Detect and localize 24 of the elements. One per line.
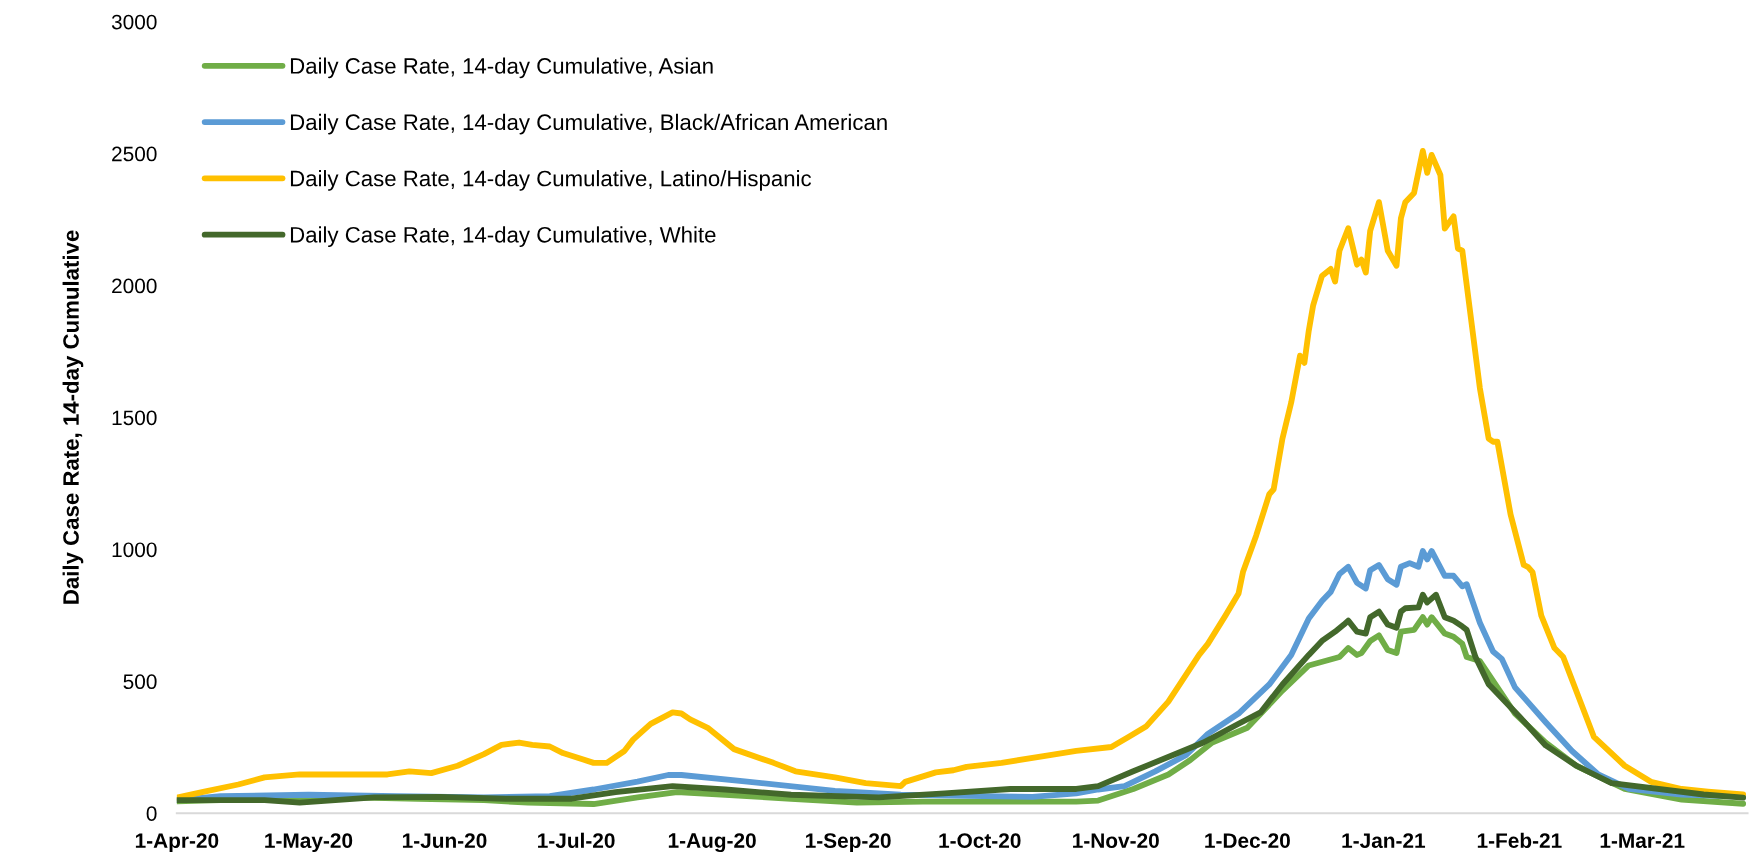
- y-tick-label: 0: [146, 806, 157, 821]
- x-tick-label: 1-Mar-21: [1600, 833, 1685, 848]
- x-tick-label: 1-May-20: [265, 833, 353, 853]
- legend-label: Daily Case Rate, 14-day Cumulative, Asian: [290, 57, 713, 79]
- x-tick-label: 1-Feb-21: [1477, 832, 1562, 848]
- x-tick-label: 1-Jan-21: [1342, 833, 1426, 848]
- legend-label: Daily Case Rate, 14-day Cumulative, White: [290, 226, 716, 248]
- y-tick-label: 2500: [112, 146, 157, 162]
- y-tick-label: 2000: [112, 278, 157, 294]
- x-tick-label: 1-Oct-20: [939, 833, 1021, 848]
- x-tick-label: 1-Dec-20: [1205, 833, 1290, 848]
- x-tick-label: 1-Jul-20: [538, 832, 615, 848]
- x-tick-label: 1-Jun-20: [402, 833, 487, 848]
- x-tick-label: 1-Nov-20: [1073, 833, 1159, 848]
- legend-label: Daily Case Rate, 14-day Cumulative, Black/African American: [290, 113, 887, 135]
- x-tick-label: 1-Sep-20: [806, 833, 891, 853]
- y-tick-label: 3000: [111, 14, 157, 30]
- y-tick-label: 500: [123, 674, 157, 690]
- x-tick-label: 1-Aug-20: [668, 833, 756, 853]
- legend-label: Daily Case Rate, 14-day Cumulative, Latino/Hispanic: [290, 170, 812, 191]
- y-tick-label: 1000: [112, 542, 157, 558]
- x-tick-label: 1-Apr-20: [135, 833, 219, 853]
- y-axis-title: Daily Case Rate, 14-day Cumulative: [62, 230, 84, 604]
- y-tick-label: 1500: [112, 410, 157, 426]
